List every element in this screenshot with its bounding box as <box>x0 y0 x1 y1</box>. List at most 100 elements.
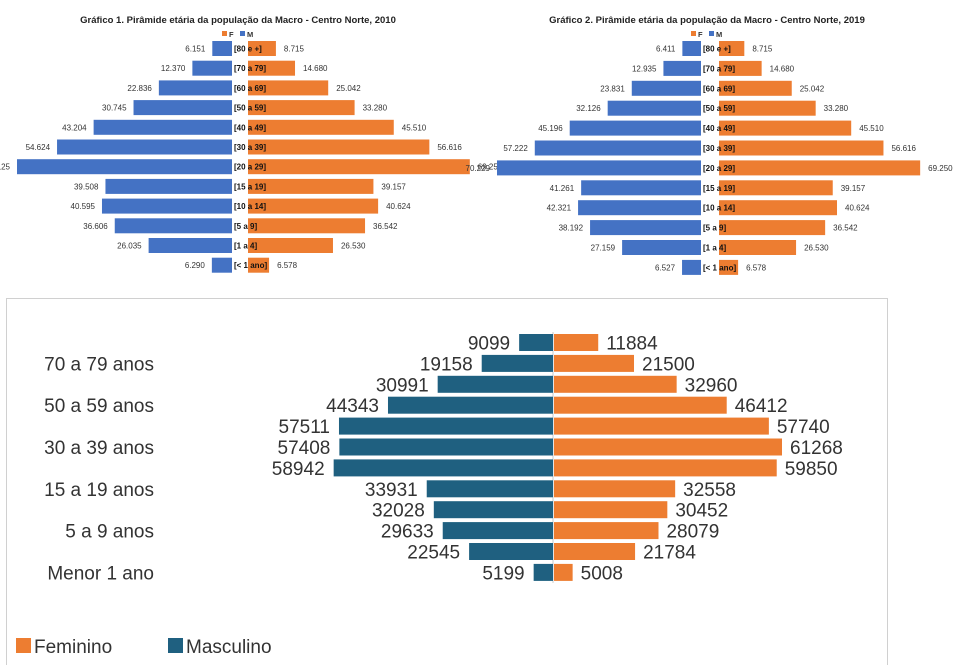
bar-female <box>248 60 296 76</box>
value-label-masculino: 32028 <box>372 501 425 522</box>
category-label: [15 a 19] <box>703 184 735 193</box>
value-label-female: 56.616 <box>437 143 462 152</box>
value-label-feminino: 21500 <box>642 354 695 375</box>
bar-female <box>248 139 430 155</box>
value-label-feminino: 5008 <box>581 563 623 584</box>
bar-male <box>211 257 232 273</box>
bar-female <box>719 120 852 136</box>
value-label-feminino: 46412 <box>735 396 788 417</box>
category-label: [70 a 79] <box>703 64 735 73</box>
value-label-female: 36.542 <box>833 224 858 233</box>
value-label-female: 69.250 <box>928 164 953 173</box>
value-label-female: 14.680 <box>303 64 328 73</box>
bar-male <box>114 218 232 234</box>
value-label-feminino: 28079 <box>666 522 719 543</box>
pyramid-chart-2010: Gráfico 1. Pirâmide etária da população … <box>0 0 503 290</box>
category-label: [1 a 4] <box>703 244 726 253</box>
value-label-feminino: 21784 <box>643 543 696 564</box>
category-label: 5 a 9 anos <box>65 522 154 543</box>
value-label-male: 6.411 <box>656 45 676 54</box>
value-label-feminino: 57740 <box>777 417 830 438</box>
value-label-female: 39.157 <box>841 184 866 193</box>
legend: Feminino Masculino <box>16 637 272 658</box>
value-label-male: 40.595 <box>71 202 96 211</box>
value-label-feminino: 32960 <box>685 375 738 396</box>
legend-label-m: M <box>716 30 722 39</box>
bar-male <box>57 139 232 155</box>
bar-male <box>212 41 232 56</box>
bar-masculino <box>338 417 553 435</box>
category-label: [15 a 19] <box>234 182 266 191</box>
bar-feminino <box>554 563 573 581</box>
value-label-male: 36.606 <box>83 222 108 231</box>
bar-feminino <box>554 438 782 456</box>
value-label-female: 36.542 <box>373 222 398 231</box>
bar-female <box>248 218 366 234</box>
bar-feminino <box>554 543 636 560</box>
category-label: 15 a 19 anos <box>44 480 154 501</box>
category-label: [< 1 ano] <box>234 261 267 270</box>
bar-female <box>719 140 884 156</box>
category-label: [50 a 59] <box>703 104 735 113</box>
bar-female <box>719 180 833 196</box>
pyramid-chart-2019-svg: Gráfico 2. Pirâmide etária da população … <box>466 15 953 275</box>
legend-label-feminino: Feminino <box>34 637 112 658</box>
pyramid-chart-2019: Gráfico 2. Pirâmide etária da população … <box>466 0 969 290</box>
value-label-male: 67.125 <box>0 163 11 172</box>
bar-male <box>148 238 232 253</box>
pyramid-chart-2010-svg: Gráfico 1. Pirâmide etária da população … <box>0 15 503 273</box>
category-label: [10 a 14] <box>234 202 266 211</box>
category-label: 30 a 39 anos <box>44 438 154 459</box>
category-label: [60 a 69] <box>234 84 266 93</box>
chart-frame <box>6 298 888 665</box>
bar-feminino <box>554 334 599 351</box>
legend-swatch-m <box>709 31 714 36</box>
value-label-female: 39.157 <box>381 182 406 191</box>
value-label-masculino: 57408 <box>278 438 331 459</box>
category-label: [30 a 39] <box>703 144 735 153</box>
value-label-female: 40.624 <box>386 202 411 211</box>
legend-swatch-feminino <box>16 638 31 653</box>
value-label-male: 26.035 <box>117 242 142 251</box>
value-label-masculino: 19158 <box>420 354 473 375</box>
chart-title: Gráfico 2. Pirâmide etária da população … <box>549 15 865 26</box>
value-label-masculino: 30991 <box>376 375 429 396</box>
legend-swatch-masculino <box>168 638 183 653</box>
legend-swatch-f <box>691 31 696 36</box>
category-label: [20 a 29] <box>234 163 266 172</box>
bar-masculino <box>469 543 553 560</box>
bar-masculino <box>533 563 553 581</box>
bar-male <box>497 160 701 176</box>
bar-feminino <box>554 480 676 498</box>
pyramid-chart-large: 9099 11884 19158 21500 30991 32960 44343 46412 5… <box>6 298 888 666</box>
value-label-male: 30.745 <box>102 104 127 113</box>
category-label: [20 a 29] <box>703 164 735 173</box>
value-label-female: 25.042 <box>336 84 361 93</box>
category-label: [80 e +] <box>703 45 731 54</box>
category-label: [< 1 ano] <box>703 263 736 272</box>
value-label-masculino: 29633 <box>381 522 434 543</box>
value-label-male: 38.192 <box>559 224 584 233</box>
value-label-male: 6.290 <box>185 261 206 270</box>
bar-masculino <box>426 480 553 498</box>
bar-feminino <box>554 459 777 477</box>
value-label-feminino: 11884 <box>606 334 658 355</box>
legend-swatch-f <box>222 31 227 36</box>
bar-female <box>248 119 394 135</box>
value-label-female: 6.578 <box>746 263 767 272</box>
value-label-male: 12.370 <box>161 64 186 73</box>
bar-female <box>248 198 379 214</box>
bar-female <box>248 100 355 116</box>
value-label-male: 27.159 <box>591 244 616 253</box>
bar-male <box>192 60 232 76</box>
value-label-masculino: 9099 <box>468 334 510 355</box>
value-label-female: 45.510 <box>859 124 884 133</box>
bar-feminino <box>554 375 677 393</box>
value-label-masculino: 5199 <box>482 563 524 584</box>
value-label-male: 22.836 <box>127 84 152 93</box>
value-label-male: 54.624 <box>26 143 51 152</box>
bar-masculino <box>519 334 553 351</box>
category-label: Menor 1 ano <box>47 563 154 584</box>
category-label: [5 a 9] <box>703 224 726 233</box>
